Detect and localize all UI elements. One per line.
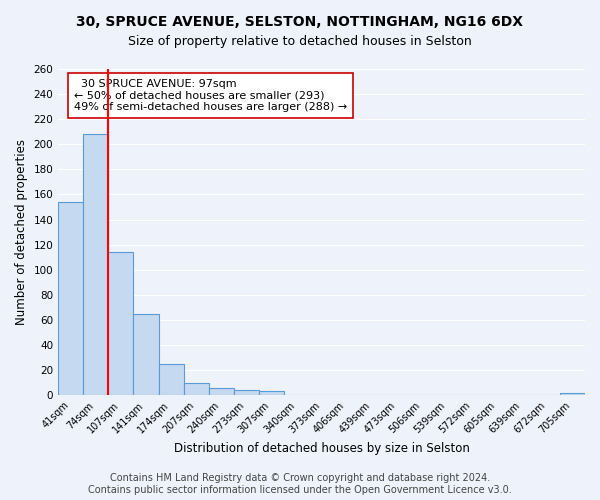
Y-axis label: Number of detached properties: Number of detached properties — [15, 139, 28, 325]
Bar — [259, 392, 284, 395]
Text: Contains HM Land Registry data © Crown copyright and database right 2024.
Contai: Contains HM Land Registry data © Crown c… — [88, 474, 512, 495]
Bar — [133, 314, 158, 395]
Bar — [209, 388, 234, 395]
Text: 30 SPRUCE AVENUE: 97sqm
← 50% of detached houses are smaller (293)
49% of semi-d: 30 SPRUCE AVENUE: 97sqm ← 50% of detache… — [74, 79, 347, 112]
X-axis label: Distribution of detached houses by size in Selston: Distribution of detached houses by size … — [173, 442, 470, 455]
Text: Size of property relative to detached houses in Selston: Size of property relative to detached ho… — [128, 35, 472, 48]
Bar — [58, 202, 83, 395]
Bar — [234, 390, 259, 395]
Bar — [184, 382, 209, 395]
Bar — [83, 134, 109, 395]
Text: 30, SPRUCE AVENUE, SELSTON, NOTTINGHAM, NG16 6DX: 30, SPRUCE AVENUE, SELSTON, NOTTINGHAM, … — [77, 15, 523, 29]
Bar — [158, 364, 184, 395]
Bar — [560, 392, 585, 395]
Bar — [109, 252, 133, 395]
